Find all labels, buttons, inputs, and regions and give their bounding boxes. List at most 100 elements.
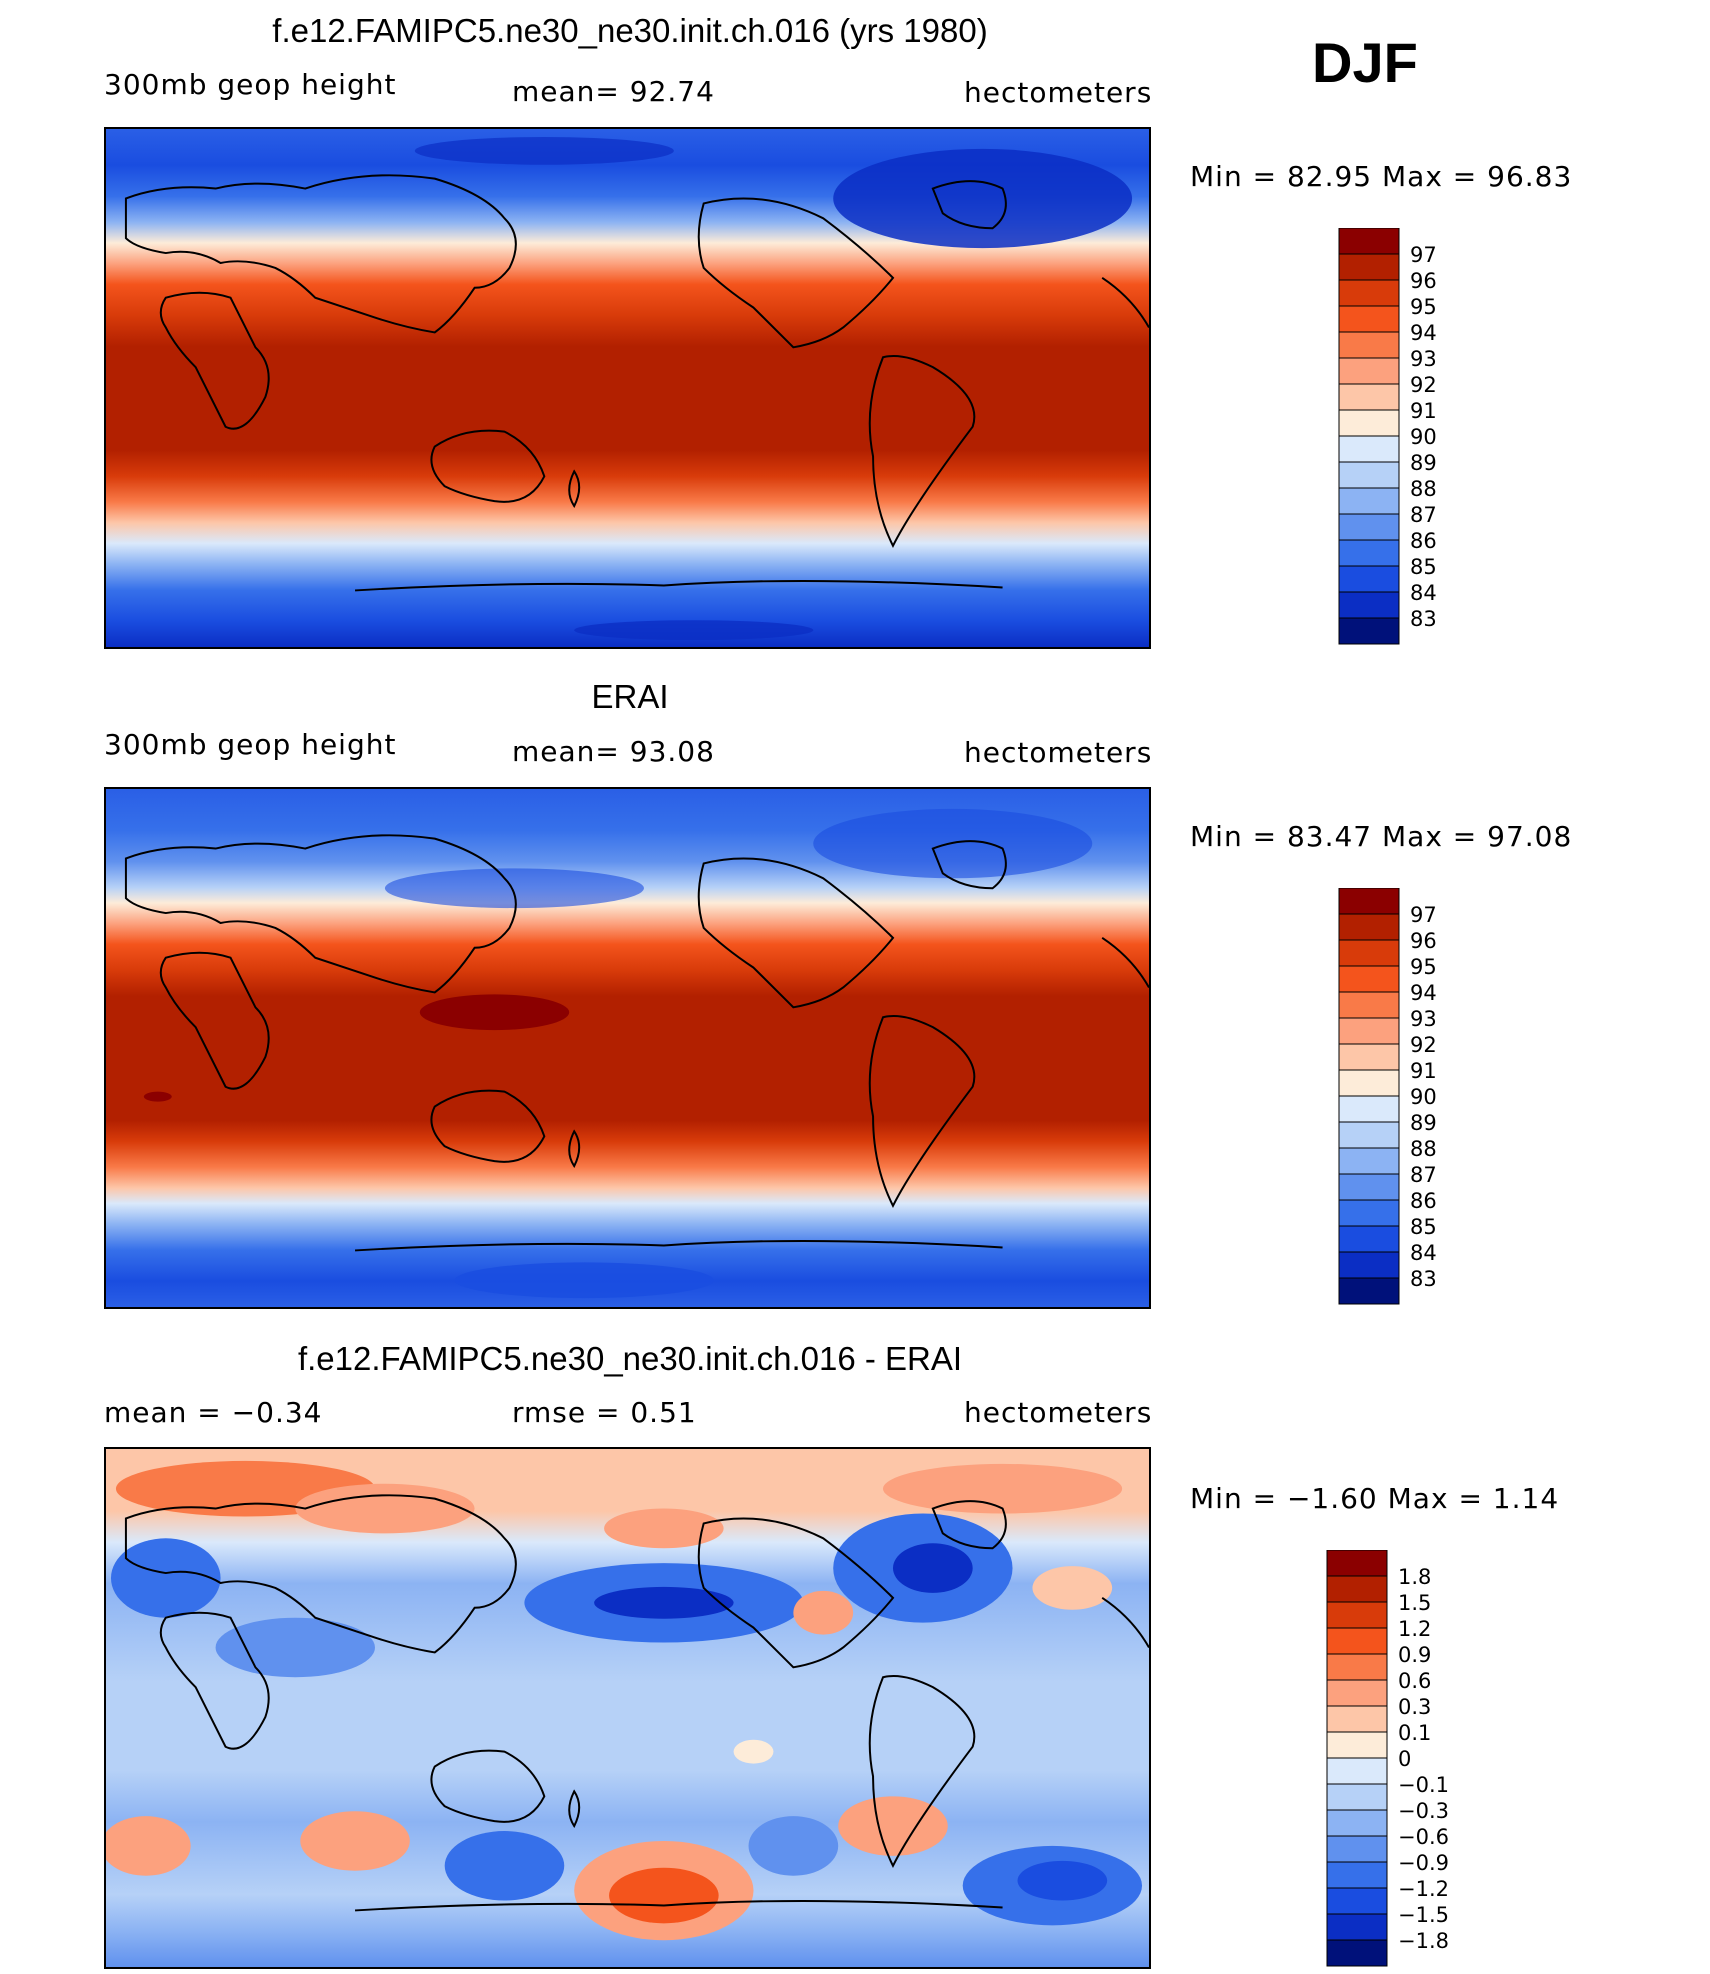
colorbar-label: 0.9 xyxy=(1398,1643,1431,1667)
colorbar-swatch xyxy=(1338,539,1400,567)
colorbar-swatch xyxy=(1338,435,1400,463)
colorbar-label: 83 xyxy=(1410,607,1437,631)
colorbar-label: 89 xyxy=(1410,451,1437,475)
colorbar-swatch xyxy=(1338,461,1400,489)
colorbar-swatch xyxy=(1338,513,1400,541)
colorbar-label: 86 xyxy=(1410,529,1437,553)
colorbar-swatch xyxy=(1326,1627,1388,1655)
colorbar-swatch xyxy=(1338,888,1400,915)
colorbar-swatch xyxy=(1326,1731,1388,1759)
colorbar-swatch xyxy=(1338,965,1400,993)
colorbar-label: 1.5 xyxy=(1398,1591,1431,1615)
colorbar-label: 90 xyxy=(1410,1085,1437,1109)
colorbar-swatch xyxy=(1338,331,1400,359)
colorbar-swatch xyxy=(1338,565,1400,593)
colorbar-swatch xyxy=(1326,1653,1388,1681)
panel-3-rmse-label: rmse = 0.51 xyxy=(512,1396,697,1429)
colorbar-label: 91 xyxy=(1410,399,1437,423)
panel-1-title: f.e12.FAMIPC5.ne30_ne30.init.ch.016 (yrs… xyxy=(272,12,988,49)
colorbar-label: 87 xyxy=(1410,503,1437,527)
colorbar-swatch xyxy=(1338,1277,1400,1305)
colorbar-label: −0.9 xyxy=(1398,1851,1449,1875)
colorbar-swatch xyxy=(1326,1705,1388,1733)
colorbar-label: 93 xyxy=(1410,1007,1437,1031)
colorbar-swatch xyxy=(1338,305,1400,333)
colorbar-swatch xyxy=(1338,1147,1400,1175)
colorbar-label: 90 xyxy=(1410,425,1437,449)
colorbar-label: −1.2 xyxy=(1398,1877,1449,1901)
colorbar-swatch xyxy=(1338,913,1400,941)
colorbar-label: 89 xyxy=(1410,1111,1437,1135)
colorbar-swatch xyxy=(1326,1835,1388,1863)
colorbar-label: 88 xyxy=(1410,1137,1437,1161)
panel-2-variable-label: 300mb geop height xyxy=(104,728,397,761)
colorbar-label: 0 xyxy=(1398,1747,1411,1771)
panel-1-map xyxy=(104,127,1151,649)
colorbar-swatch xyxy=(1338,1173,1400,1201)
colorbar-swatch xyxy=(1338,939,1400,967)
colorbar-label: 93 xyxy=(1410,347,1437,371)
colorbar-swatch xyxy=(1338,1017,1400,1045)
colorbar-label: 86 xyxy=(1410,1189,1437,1213)
panel-2-units-label: hectometers xyxy=(964,736,1153,769)
panel-3-colorbar: 1.81.51.20.90.60.30.10−0.1−0.3−0.6−0.9−1… xyxy=(1326,1550,1449,1967)
colorbar-label: −0.6 xyxy=(1398,1825,1449,1849)
colorbar-label: 1.2 xyxy=(1398,1617,1431,1641)
colorbar-swatch xyxy=(1338,487,1400,515)
colorbar-swatch xyxy=(1338,1251,1400,1279)
colorbar-swatch xyxy=(1338,991,1400,1019)
panel-2-mean-label: mean= 93.08 xyxy=(512,735,715,768)
colorbar-swatch xyxy=(1338,1043,1400,1071)
colorbar-label: −1.5 xyxy=(1398,1903,1449,1927)
colorbar-label: 87 xyxy=(1410,1163,1437,1187)
panel-1-units-label: hectometers xyxy=(964,76,1153,109)
colorbar-swatch xyxy=(1326,1861,1388,1889)
colorbar-swatch xyxy=(1338,1199,1400,1227)
colorbar-swatch xyxy=(1338,228,1400,255)
colorbar-swatch xyxy=(1326,1679,1388,1707)
colorbar-swatch xyxy=(1326,1783,1388,1811)
colorbar-swatch xyxy=(1338,279,1400,307)
colorbar-label: 91 xyxy=(1410,1059,1437,1083)
colorbar-swatch xyxy=(1338,1225,1400,1253)
colorbar-swatch xyxy=(1326,1913,1388,1941)
colorbar-swatch xyxy=(1326,1601,1388,1629)
panel-3-title: f.e12.FAMIPC5.ne30_ne30.init.ch.016 - ER… xyxy=(297,1340,963,1377)
colorbar-swatch xyxy=(1338,591,1400,619)
colorbar-label: −0.1 xyxy=(1398,1773,1449,1797)
colorbar-label: 85 xyxy=(1410,555,1437,579)
colorbar-swatch xyxy=(1338,253,1400,281)
colorbar-label: 96 xyxy=(1410,269,1437,293)
colorbar-label: 97 xyxy=(1410,903,1437,927)
colorbar-swatch xyxy=(1326,1809,1388,1837)
colorbar-swatch xyxy=(1326,1550,1388,1577)
colorbar-label: 95 xyxy=(1410,955,1437,979)
colorbar-label: −0.3 xyxy=(1398,1799,1449,1823)
colorbar-swatch xyxy=(1338,357,1400,385)
colorbar-label: 85 xyxy=(1410,1215,1437,1239)
panel-1-variable-label: 300mb geop height xyxy=(104,68,397,101)
colorbar-label: 92 xyxy=(1410,373,1437,397)
panel-1-minmax: Min = 82.95 Max = 96.83 xyxy=(1190,160,1573,193)
colorbar-label: 0.3 xyxy=(1398,1695,1431,1719)
colorbar-label: 0.1 xyxy=(1398,1721,1431,1745)
panel-2-title: ERAI xyxy=(591,678,669,715)
panel-2-map xyxy=(104,787,1151,1309)
colorbar-label: 1.8 xyxy=(1398,1565,1431,1589)
colorbar-swatch xyxy=(1338,383,1400,411)
colorbar-label: 96 xyxy=(1410,929,1437,953)
season-label: DJF xyxy=(1312,31,1418,94)
colorbar-label: 88 xyxy=(1410,477,1437,501)
colorbar-label: 95 xyxy=(1410,295,1437,319)
colorbar-label: 92 xyxy=(1410,1033,1437,1057)
colorbar-swatch xyxy=(1338,409,1400,437)
colorbar-label: 94 xyxy=(1410,321,1437,345)
panel-1-mean-label: mean= 92.74 xyxy=(512,75,715,108)
colorbar-swatch xyxy=(1326,1575,1388,1603)
colorbar-label: 83 xyxy=(1410,1267,1437,1291)
colorbar-label: 0.6 xyxy=(1398,1669,1431,1693)
colorbar-label: −1.8 xyxy=(1398,1929,1449,1953)
colorbar-swatch xyxy=(1326,1887,1388,1915)
